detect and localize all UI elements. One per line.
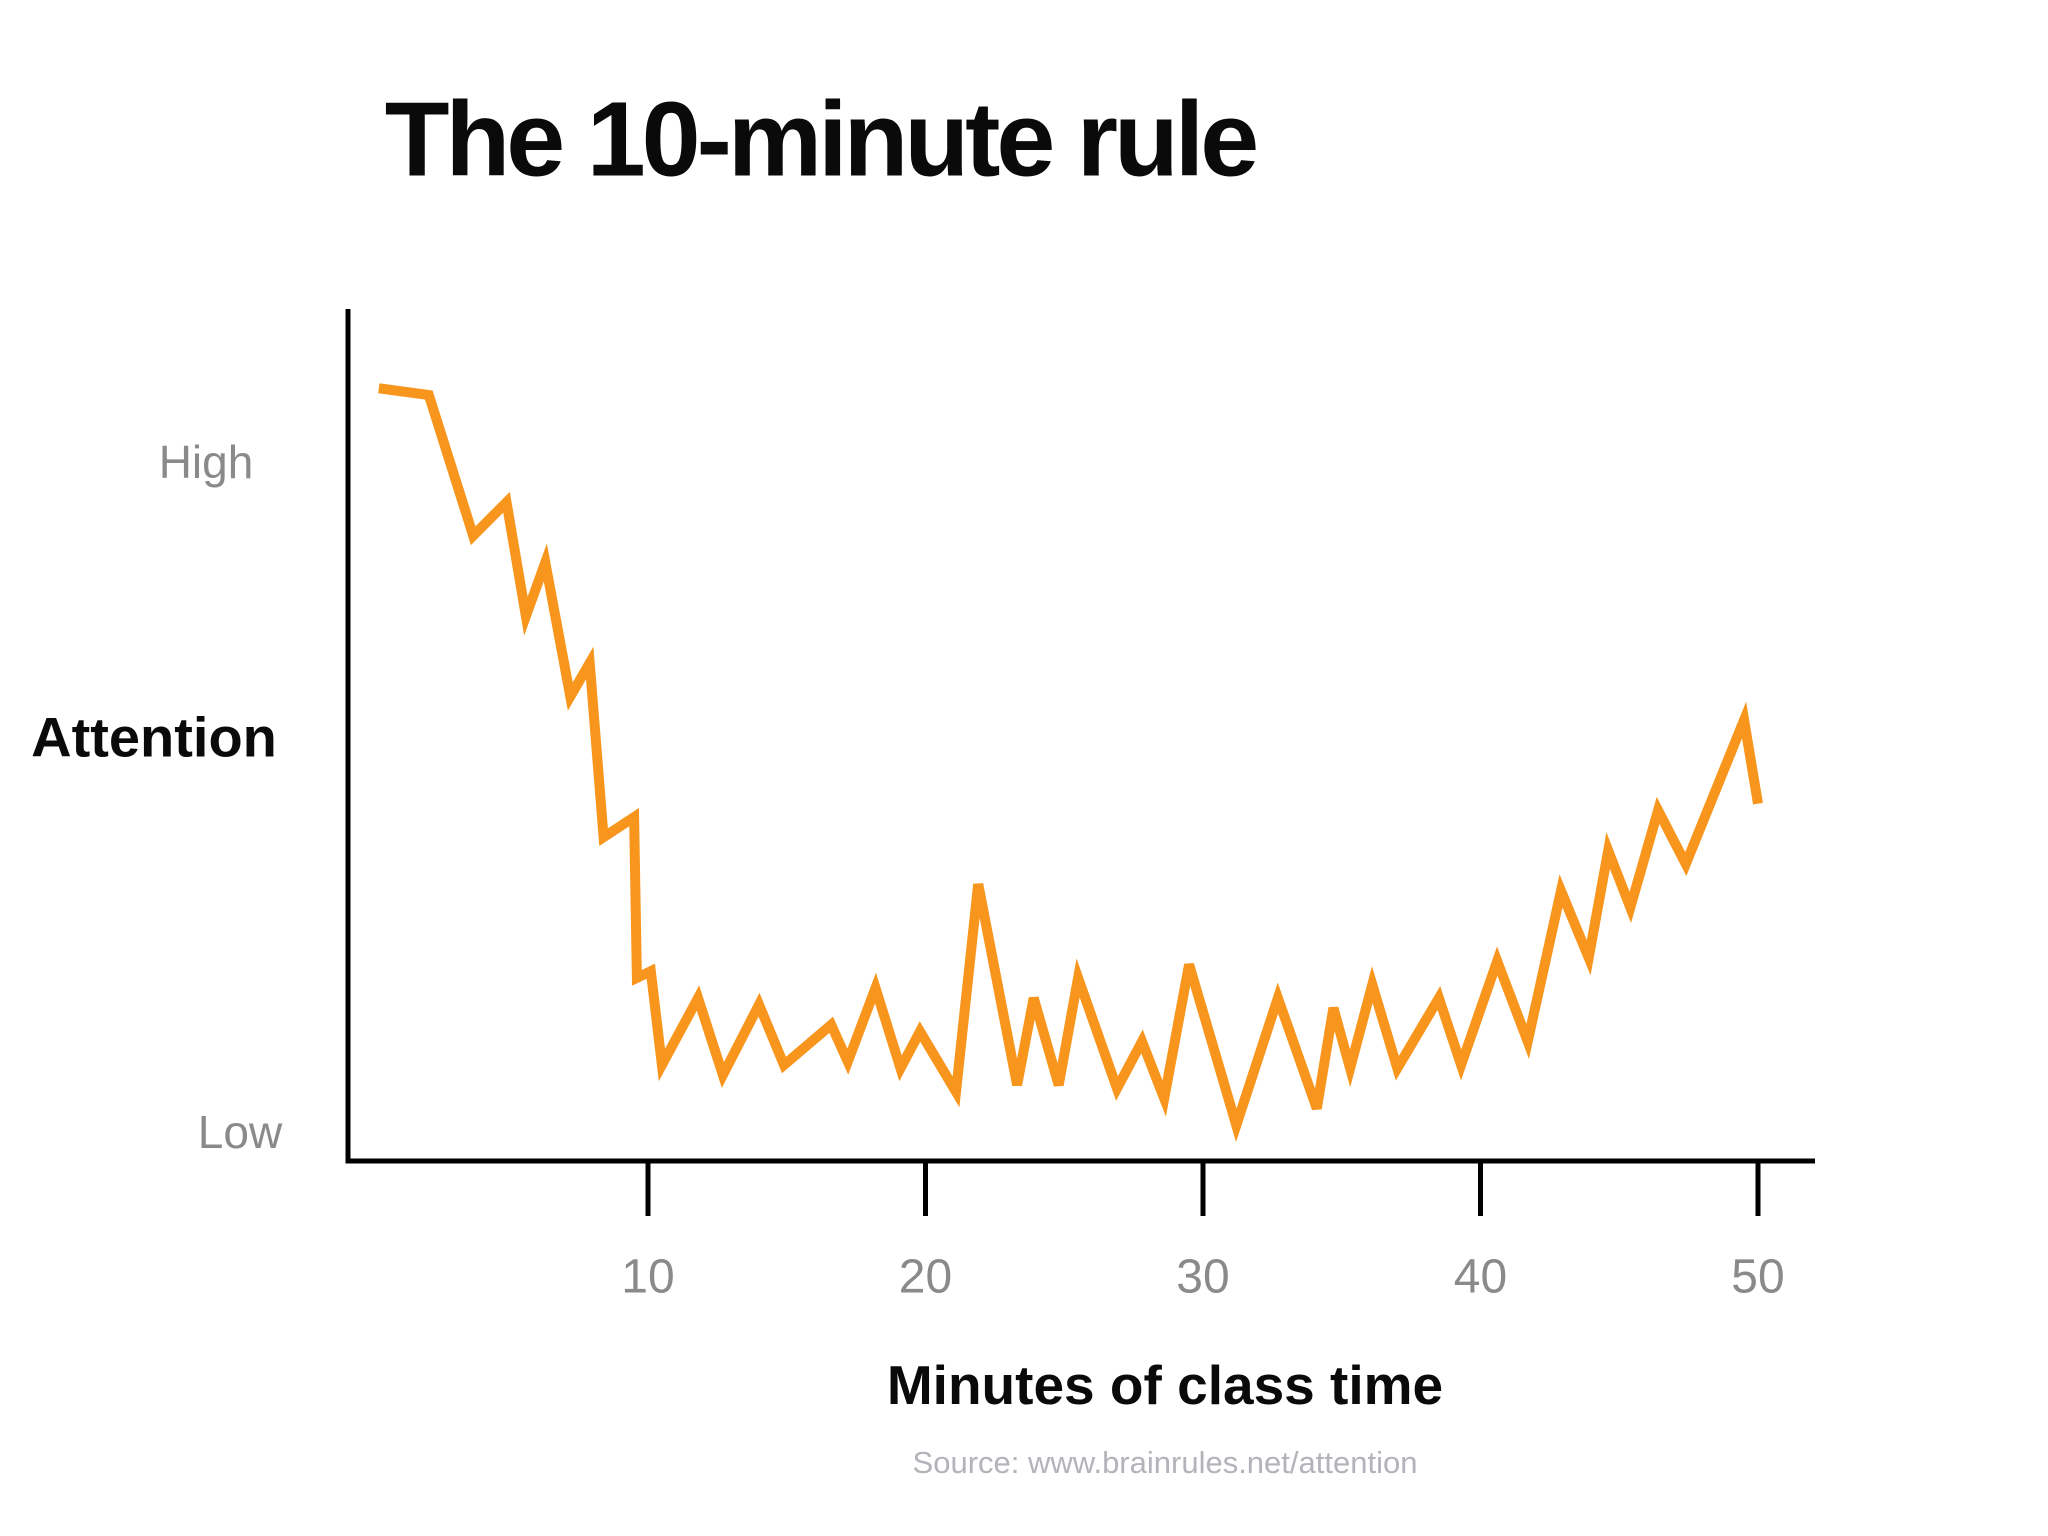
x-tick-label-50: 50: [1731, 1250, 1785, 1304]
y-axis-title: Attention: [31, 705, 277, 769]
attention-line-series: [378, 383, 1763, 1143]
x-tick-label-30: 30: [1176, 1250, 1230, 1304]
x-tick-label-20: 20: [898, 1250, 953, 1304]
y-axis-low-label: Low: [197, 1106, 283, 1158]
x-tick-label-40: 40: [1453, 1250, 1508, 1304]
x-axis-title: Minutes of class time: [886, 1354, 1444, 1416]
x-tick-label-10: 10: [621, 1250, 675, 1304]
axes: [345, 309, 1815, 1216]
chart-title: The 10-minute rule: [384, 80, 1259, 199]
source-caption: Source: www.brainrules.net/attention: [912, 1445, 1418, 1480]
y-axis-high-label: High: [158, 436, 254, 488]
